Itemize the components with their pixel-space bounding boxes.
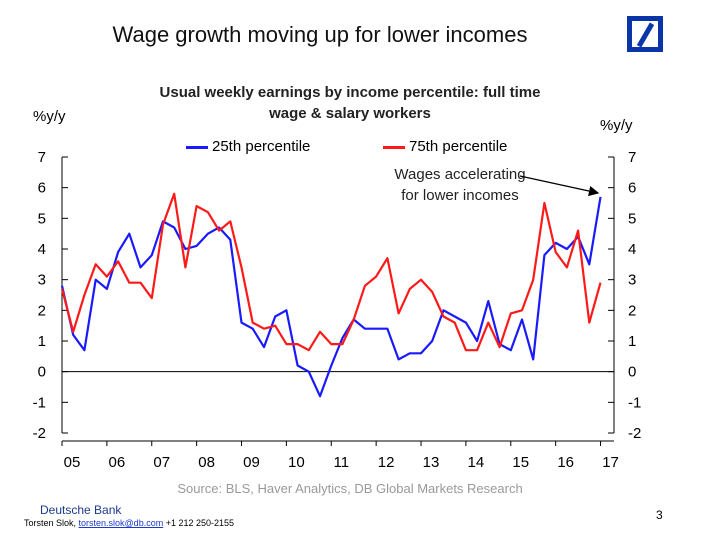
x-tick-label: 05 <box>64 454 81 471</box>
y-tick-label-left: -2 <box>33 425 46 442</box>
page-number: 3 <box>656 508 663 522</box>
y-axis-right-unit: %y/y <box>600 117 633 134</box>
annotation-arrow <box>519 175 600 197</box>
y-tick-label-right: 4 <box>628 241 636 258</box>
chart-title-line-2: wage & salary workers <box>269 105 431 122</box>
chart-title: Usual weekly earnings by income percenti… <box>100 82 600 124</box>
annotation-line-2: for lower incomes <box>401 187 519 204</box>
legend-swatch-75th <box>383 145 405 149</box>
y-tick-label-left: 7 <box>38 149 46 166</box>
logo-square <box>632 21 658 48</box>
y-tick-label-right: 3 <box>628 272 636 289</box>
footer-email-link[interactable]: torsten.slok@db.com <box>78 518 164 528</box>
chart-title-line-1: Usual weekly earnings by income percenti… <box>159 84 541 101</box>
y-axis-left-unit: %y/y <box>33 108 66 125</box>
y-tick-label-left: 5 <box>38 210 46 227</box>
y-tick-label-left: 4 <box>38 241 46 258</box>
y-tick-label-right: 2 <box>628 302 636 319</box>
y-tick-label-right: 0 <box>628 364 636 381</box>
y-tick-label-left: 0 <box>38 364 46 381</box>
y-tick-label-right: 1 <box>628 333 636 350</box>
source-note: Source: BLS, Haver Analytics, DB Global … <box>177 481 523 496</box>
x-tick-label: 16 <box>557 454 574 471</box>
x-tick-label: 11 <box>333 454 349 471</box>
x-tick-label: 08 <box>198 454 215 471</box>
x-tick-label: 09 <box>243 454 260 471</box>
y-tick-label-left: 2 <box>38 302 46 319</box>
y-tick-label-right: -2 <box>628 425 641 442</box>
footer-author: Torsten Slok, <box>24 518 79 528</box>
y-tick-label-right: 5 <box>628 210 636 227</box>
x-tick-label: 15 <box>512 454 529 471</box>
legend-item-75th: 75th percentile <box>383 138 507 155</box>
x-tick-label: 13 <box>423 454 440 471</box>
x-tick-label: 12 <box>378 454 395 471</box>
x-tick-label: 10 <box>288 454 305 471</box>
footer-bank-name: Deutsche Bank <box>40 503 122 517</box>
chart-annotation: Wages accelerating for lower incomes <box>380 164 540 206</box>
slide-title: Wage growth moving up for lower incomes <box>112 22 528 47</box>
x-tick-label: 14 <box>468 454 485 471</box>
annotation-line-1: Wages accelerating <box>394 166 526 183</box>
series-line-75th-percentile <box>60 192 602 352</box>
footer-contact: Torsten Slok, torsten.slok@db.com +1 212… <box>24 518 234 528</box>
y-tick-label-left: 1 <box>38 333 46 350</box>
x-tick-label: 17 <box>602 454 619 471</box>
y-tick-label-left: 6 <box>38 180 46 197</box>
y-tick-label-left: -1 <box>33 394 46 411</box>
deutsche-bank-logo <box>627 16 663 52</box>
x-tick-label: 06 <box>109 454 126 471</box>
y-tick-label-right: -1 <box>628 394 641 411</box>
x-tick-label: 07 <box>153 454 170 471</box>
y-tick-label-right: 7 <box>628 149 636 166</box>
legend-item-25th: 25th percentile <box>186 138 310 155</box>
series-line-25th-percentile <box>60 196 602 398</box>
legend-label-25th: 25th percentile <box>212 138 311 155</box>
y-tick-label-left: 3 <box>38 272 46 289</box>
legend-label-75th: 75th percentile <box>409 138 508 155</box>
footer-phone: +1 212 250-2155 <box>163 518 235 528</box>
legend-swatch-25th <box>186 145 208 149</box>
y-tick-label-right: 6 <box>628 180 636 197</box>
